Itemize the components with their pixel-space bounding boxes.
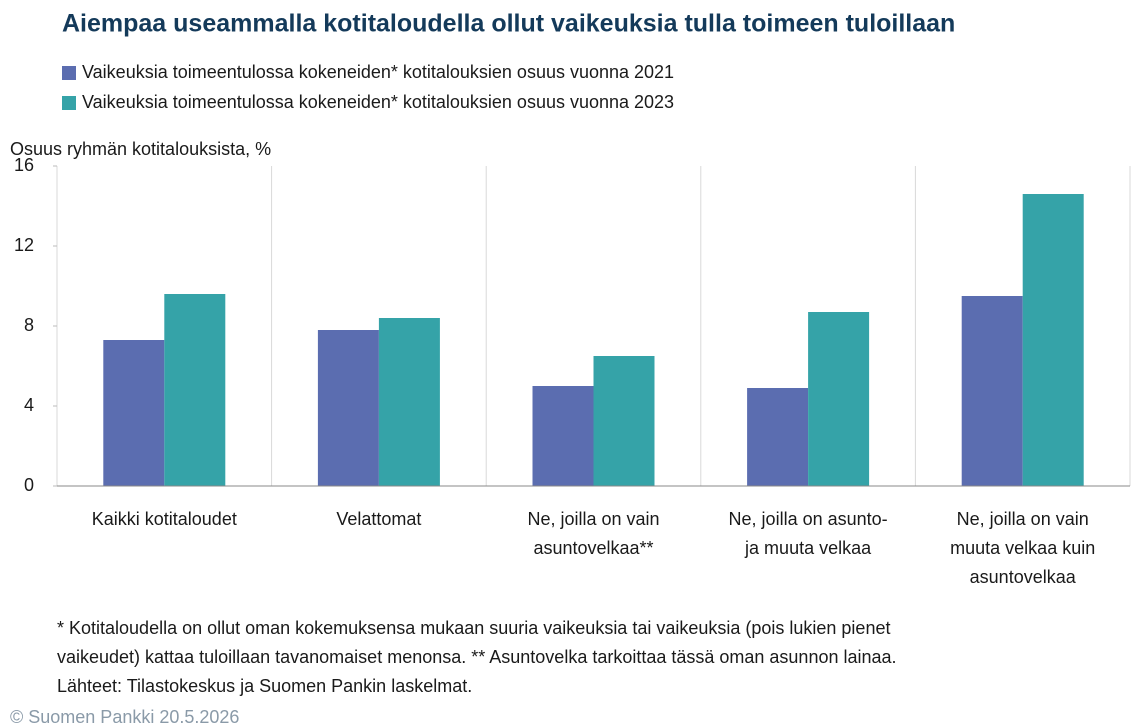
chart-title: Aiempaa useammalla kotitaloudella ollut … xyxy=(62,10,955,38)
bar xyxy=(808,312,870,486)
y-tick-label: 16 xyxy=(14,155,34,175)
legend-swatch xyxy=(62,66,76,80)
footnote: * Kotitaloudella on ollut oman kokemukse… xyxy=(57,618,890,638)
x-tick-label: Kaikki kotitaloudet xyxy=(92,509,237,529)
x-tick-label: Ne, joilla on asunto- xyxy=(729,509,888,529)
bar xyxy=(1022,194,1084,486)
x-tick-label: asuntovelkaa** xyxy=(533,538,653,558)
footnote: vaikeudet) kattaa tuloillaan tavanomaise… xyxy=(57,647,897,667)
x-tick-label: asuntovelkaa xyxy=(970,567,1077,587)
legend-swatch xyxy=(62,96,76,110)
bar xyxy=(317,330,379,486)
bar xyxy=(103,340,165,486)
footnote: Lähteet: Tilastokeskus ja Suomen Pankin … xyxy=(57,676,472,696)
bar xyxy=(593,356,655,486)
legend-label: Vaikeuksia toimeentulossa kokeneiden* ko… xyxy=(82,62,674,82)
y-tick-label: 4 xyxy=(24,395,34,415)
x-tick-label: Ne, joilla on vain xyxy=(527,509,659,529)
y-tick-label: 12 xyxy=(14,235,34,255)
bar xyxy=(164,294,226,486)
copyright: © Suomen Pankki 20.5.2026 xyxy=(10,707,239,727)
bar xyxy=(961,296,1023,486)
bar xyxy=(378,318,440,486)
legend-label: Vaikeuksia toimeentulossa kokeneiden* ko… xyxy=(82,92,674,112)
x-tick-label: Ne, joilla on vain xyxy=(957,509,1089,529)
y-tick-label: 8 xyxy=(24,315,34,335)
x-tick-label: ja muuta velkaa xyxy=(744,538,872,558)
x-tick-label: muuta velkaa kuin xyxy=(950,538,1095,558)
y-axis-label: Osuus ryhmän kotitalouksista, % xyxy=(10,139,271,159)
y-tick-label: 0 xyxy=(24,475,34,495)
bar xyxy=(747,388,809,486)
bar xyxy=(532,386,594,486)
x-tick-label: Velattomat xyxy=(336,509,421,529)
